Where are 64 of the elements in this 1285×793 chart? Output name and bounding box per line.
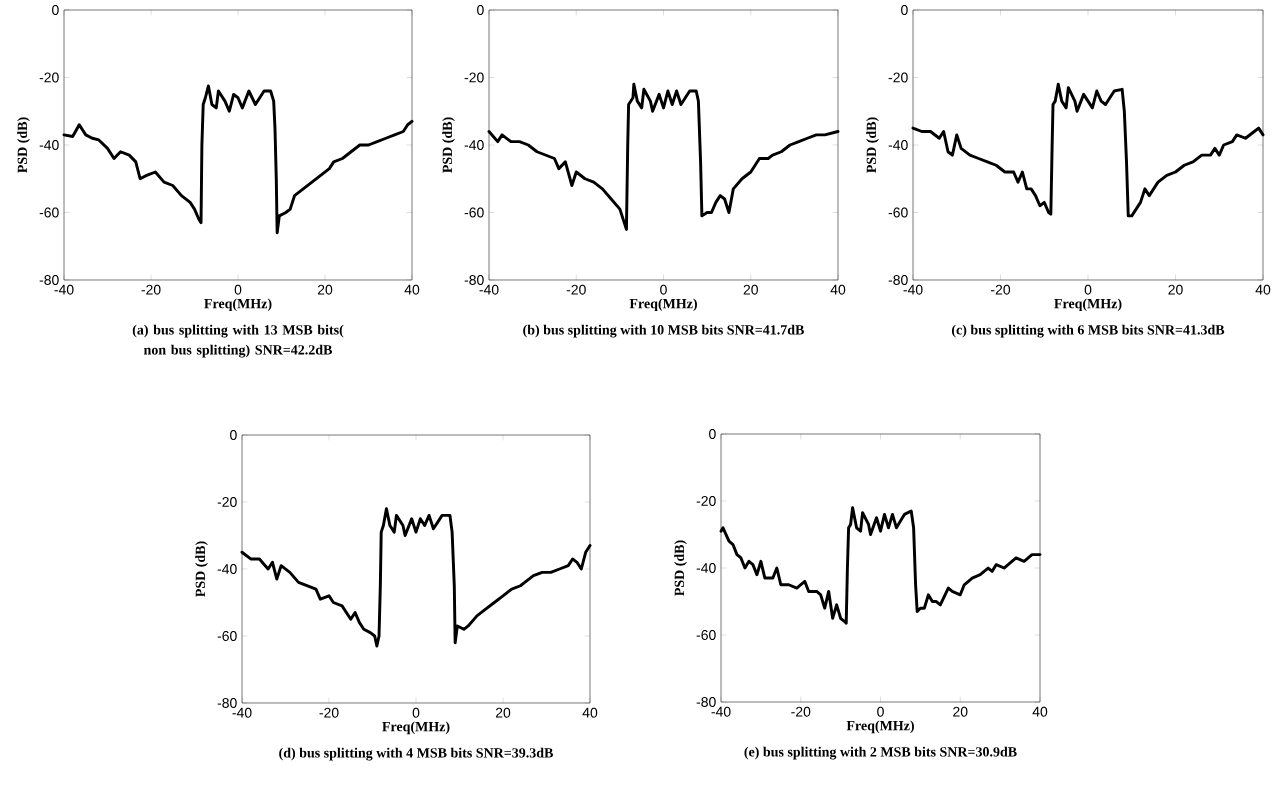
x-tick-label: -20: [991, 284, 1011, 295]
x-axis-title: Freq(MHz): [204, 298, 272, 312]
x-tick-label: -40: [903, 284, 923, 295]
y-tick-label: -40: [464, 140, 484, 150]
x-tick-label: -40: [54, 284, 74, 295]
x-tick-label: -40: [711, 706, 731, 717]
y-tick-label: -40: [217, 564, 237, 574]
x-tick-label: 0: [660, 284, 667, 295]
y-tick-label: 0: [709, 429, 716, 439]
x-axis-title: Freq(MHz): [629, 298, 697, 312]
y-axis-title: PSD (dB): [674, 540, 687, 596]
y-tick-label: -80: [39, 275, 59, 285]
x-tick-label: -20: [791, 706, 811, 717]
y-tick-label: -60: [464, 207, 484, 218]
x-tick-label: 40: [1032, 706, 1048, 717]
x-tick-label: 40: [404, 284, 420, 295]
y-tick-label: -80: [888, 275, 908, 285]
x-tick-label: 40: [1255, 284, 1271, 295]
y-tick-label: -20: [39, 72, 59, 83]
y-axis-title: PSD (dB): [866, 117, 879, 173]
x-tick-label: -20: [319, 707, 339, 718]
y-tick-label: 0: [230, 430, 237, 440]
y-tick-label: -60: [888, 207, 908, 218]
x-axis-title: Freq(MHz): [1054, 298, 1122, 312]
text: (c) bus splitting with 6 MSB bits SNR=41.3dB: [951, 324, 1225, 338]
y-tick-label: -20: [217, 497, 237, 507]
y-tick-label: 0: [901, 5, 908, 15]
x-axis-title: Freq(MHz): [382, 721, 450, 735]
y-tick-label: 0: [52, 5, 59, 15]
x-axis-title: Freq(MHz): [846, 720, 914, 734]
text: (d) bus splitting with 4 MSB bits SNR=39.3dB: [279, 747, 553, 761]
x-tick-label: 40: [830, 284, 846, 295]
x-tick-label: 20: [1168, 284, 1183, 295]
y-tick-label: -60: [217, 631, 237, 641]
x-tick-label: -40: [479, 284, 499, 295]
y-tick-label: -80: [217, 698, 237, 708]
y-tick-label: -40: [39, 140, 59, 150]
y-tick-label: -60: [696, 630, 716, 640]
y-tick-label: -60: [39, 207, 59, 218]
x-tick-label: -20: [566, 284, 586, 295]
x-tick-label: 20: [495, 707, 511, 718]
x-tick-label: 20: [743, 284, 758, 295]
x-tick-label: 20: [317, 284, 333, 295]
y-tick-label: -40: [696, 563, 716, 573]
y-axis-title: PSD (dB): [442, 117, 455, 173]
y-axis-title: PSD (dB): [195, 541, 208, 597]
x-tick-label: -40: [232, 707, 252, 718]
y-tick-label: -80: [696, 697, 716, 707]
x-tick-label: 40: [582, 707, 598, 718]
y-tick-label: -20: [464, 72, 484, 83]
x-tick-label: 0: [412, 707, 420, 718]
x-tick-label: 0: [1084, 284, 1092, 295]
x-tick-label: 0: [877, 706, 884, 717]
y-axis-title: PSD (dB): [17, 117, 30, 173]
text: (b) bus splitting with 10 MSB bits SNR=41.7dB: [523, 324, 804, 338]
x-tick-label: -20: [141, 284, 161, 295]
y-tick-label: -80: [464, 275, 484, 285]
text: (a) bus splitting with 13 MSB bits( non bus splitting) SNR=42.2dB: [132, 324, 344, 358]
y-tick-label: -40: [888, 140, 908, 150]
y-tick-label: -20: [696, 496, 716, 506]
y-tick-label: -20: [888, 72, 908, 83]
text: (e) bus splitting with 2 MSB bits SNR=30.9dB: [744, 746, 1017, 760]
x-tick-label: 20: [953, 706, 968, 717]
y-tick-label: 0: [477, 5, 484, 15]
